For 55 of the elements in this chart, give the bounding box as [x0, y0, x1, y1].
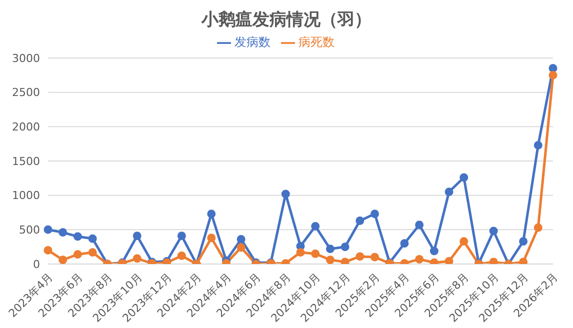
point: [444, 257, 454, 264]
point: [207, 234, 216, 242]
legend-label: 发病数: [234, 35, 270, 49]
point: [73, 250, 82, 259]
point: [356, 216, 364, 225]
point: [400, 239, 409, 248]
point: [489, 258, 498, 264]
point: [534, 223, 542, 232]
point: [356, 252, 364, 261]
point: [44, 225, 52, 234]
point: [88, 248, 97, 257]
point: [415, 254, 424, 264]
point: [534, 140, 542, 150]
point: [44, 246, 52, 255]
point: [519, 237, 528, 246]
legend-label: 病死数: [298, 35, 334, 49]
point: [207, 210, 216, 218]
y-tick-label: 2500: [12, 86, 40, 100]
point: [340, 258, 350, 264]
point: [460, 173, 468, 182]
point: [88, 234, 97, 243]
point: [311, 249, 320, 258]
point: [311, 222, 320, 230]
point: [415, 220, 424, 230]
point: [326, 244, 334, 254]
point: [548, 70, 558, 80]
point: [177, 232, 186, 240]
point: [296, 248, 305, 257]
point: [340, 242, 350, 252]
y-tick-label: 1000: [12, 189, 40, 202]
y-tick-label: 0: [33, 258, 40, 271]
point: [281, 190, 290, 198]
point: [519, 258, 528, 264]
y-tick-label: 2000: [12, 120, 40, 134]
point: [430, 246, 438, 256]
chart-title: 小鹅瘟发病情况（羽）: [200, 9, 372, 32]
point: [58, 228, 68, 237]
point: [460, 237, 468, 246]
point: [326, 256, 334, 264]
point: [489, 226, 498, 236]
point: [132, 232, 142, 240]
point: [73, 232, 82, 241]
point: [370, 210, 380, 218]
point: [548, 64, 558, 73]
point: [132, 254, 142, 263]
y-tick-label: 500: [19, 224, 40, 237]
point: [296, 242, 305, 250]
point: [370, 252, 380, 262]
point: [58, 256, 68, 264]
point: [444, 188, 454, 196]
point: [236, 243, 246, 252]
point: [177, 252, 186, 260]
point: [236, 235, 246, 244]
y-tick-label: 1500: [12, 154, 40, 168]
y-tick-label: 3000: [12, 52, 40, 65]
